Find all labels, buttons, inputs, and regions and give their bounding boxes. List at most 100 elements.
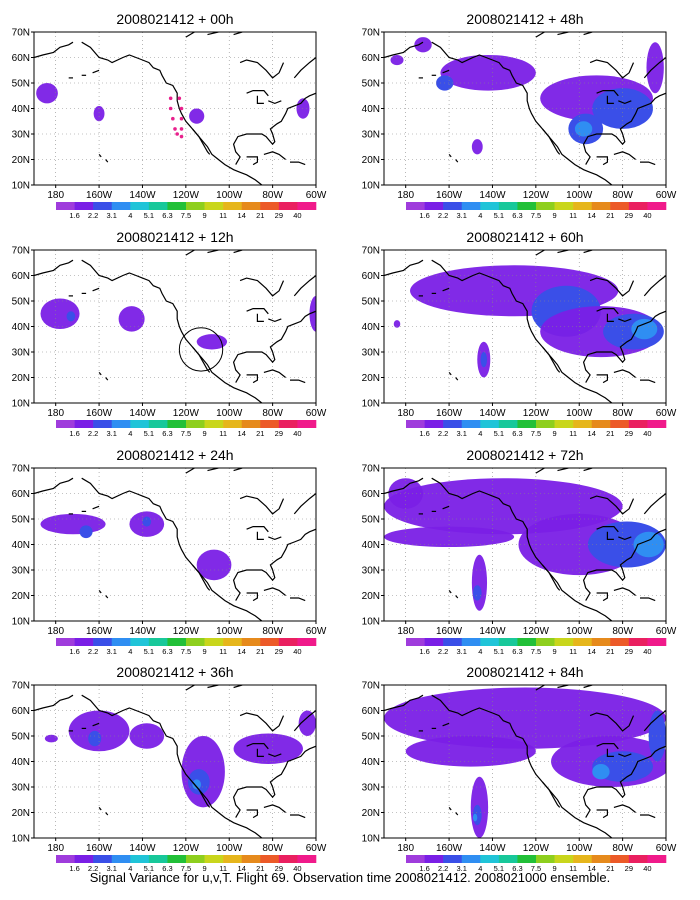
colorbar-swatch xyxy=(186,638,205,646)
colorbar-swatch xyxy=(498,855,518,863)
y-tick-label: 20N xyxy=(362,808,380,819)
map-panel: 2008021412 + 60h 10N 20N 30N 40N 50N 60N 70N 180… xyxy=(362,229,677,438)
colorbar-swatch xyxy=(424,420,444,428)
colorbar-swatch xyxy=(536,202,555,210)
colorbar-label: 3.1 xyxy=(456,429,466,438)
map-panel: 2008021412 + 24h 10N 20N 30N 40N 50N 60N 70N 180… xyxy=(12,447,327,656)
coastline xyxy=(596,89,619,97)
coastline xyxy=(191,564,211,591)
colorbar-swatch xyxy=(278,420,298,428)
colorbar-swatch xyxy=(461,202,481,210)
colorbar-label: 14 xyxy=(588,864,596,873)
colorbar-label: 11 xyxy=(219,864,227,873)
colorbar-swatch xyxy=(148,420,168,428)
x-tick-label: 160W xyxy=(436,626,463,637)
colorbar-swatch xyxy=(111,202,131,210)
colorbar-swatch xyxy=(186,202,205,210)
colorbar-label: 9 xyxy=(202,429,206,438)
coastline xyxy=(290,814,306,819)
variance-region xyxy=(592,764,610,780)
x-tick-label: 60W xyxy=(306,843,327,854)
colorbar-label: 9 xyxy=(552,211,556,220)
colorbar-label: 2.2 xyxy=(438,211,448,220)
x-tick-label: 120W xyxy=(173,408,200,419)
variance-region xyxy=(388,478,424,509)
map-panel: 2008021412 + 00h 10N 20N 30N 40N 50N 60N 70N 180… xyxy=(12,11,327,220)
coastline xyxy=(431,694,613,838)
variance-region xyxy=(393,320,401,328)
x-tick-label: 100W xyxy=(216,843,243,854)
coastline xyxy=(185,32,195,38)
coastline xyxy=(256,531,264,541)
colorbar-label: 1.6 xyxy=(69,647,79,656)
colorbar-label: 1.6 xyxy=(69,429,79,438)
y-tick-label: 40N xyxy=(12,104,30,115)
flight-track-point xyxy=(179,127,184,131)
colorbar-label: 7.5 xyxy=(531,864,541,873)
x-tick-label: 100W xyxy=(566,408,593,419)
y-tick-label: 10N xyxy=(12,617,30,628)
coastline xyxy=(541,346,561,373)
coastline xyxy=(185,685,195,691)
y-tick-label: 60N xyxy=(12,489,30,500)
coastline xyxy=(448,807,452,811)
colorbar-label: 7.5 xyxy=(531,647,541,656)
y-tick-label: 60N xyxy=(12,53,30,64)
coastline xyxy=(293,493,316,515)
colorbar-label: 14 xyxy=(588,429,596,438)
colorbar-label: 7.5 xyxy=(181,211,191,220)
x-tick-label: 80W xyxy=(262,626,283,637)
flight-track-point xyxy=(168,106,173,111)
y-tick-label: 50N xyxy=(362,297,380,308)
colorbar-label: 40 xyxy=(293,864,301,873)
colorbar-label: 11 xyxy=(219,647,227,656)
coastline xyxy=(81,41,263,185)
map-frame xyxy=(33,467,317,622)
x-tick-label: 120W xyxy=(173,626,200,637)
colorbar-label: 5.1 xyxy=(144,864,154,873)
y-tick-label: 10N xyxy=(362,834,380,845)
colorbar-label: 2.2 xyxy=(438,864,448,873)
colorbar-label: 9 xyxy=(202,864,206,873)
coastline xyxy=(268,318,282,323)
variance-region xyxy=(648,710,666,762)
coastline xyxy=(448,154,452,158)
coastline xyxy=(589,712,635,732)
colorbar-label: 3.1 xyxy=(456,647,466,656)
colorbar-swatch xyxy=(554,202,574,210)
coastline xyxy=(92,69,100,74)
coastline xyxy=(92,505,100,510)
colorbar-swatch xyxy=(591,638,611,646)
colorbar-label: 11 xyxy=(569,429,577,438)
colorbar-swatch xyxy=(111,638,131,646)
colorbar-label: 9 xyxy=(202,211,206,220)
y-tick-label: 70N xyxy=(362,28,380,39)
x-tick-label: 180 xyxy=(47,408,64,419)
coastline xyxy=(596,742,619,750)
colorbar-label: 4 xyxy=(128,647,132,656)
colorbar-label: 21 xyxy=(606,864,614,873)
colorbar-label: 14 xyxy=(588,211,596,220)
coastline xyxy=(239,712,285,732)
coastline xyxy=(589,277,635,297)
panel-title: 2008021412 + 00h xyxy=(116,11,233,27)
coastline xyxy=(596,308,619,315)
x-tick-label: 60W xyxy=(656,626,677,637)
x-tick-label: 80W xyxy=(612,408,633,419)
y-tick-label: 70N xyxy=(362,246,380,257)
colorbar-label: 5.1 xyxy=(494,429,504,438)
colorbar-swatch xyxy=(223,855,243,863)
y-tick-label: 40N xyxy=(362,322,380,333)
coastline xyxy=(455,812,459,816)
colorbar-swatch xyxy=(461,420,481,428)
colorbar-label: 14 xyxy=(588,647,596,656)
y-tick-label: 40N xyxy=(12,322,30,333)
coastline xyxy=(431,259,613,403)
coastline xyxy=(191,781,211,808)
x-tick-label: 100W xyxy=(216,190,243,201)
colorbar-swatch xyxy=(260,638,280,646)
x-tick-label: 120W xyxy=(523,190,550,201)
coastline xyxy=(105,377,109,381)
colorbar-swatch xyxy=(297,202,317,210)
